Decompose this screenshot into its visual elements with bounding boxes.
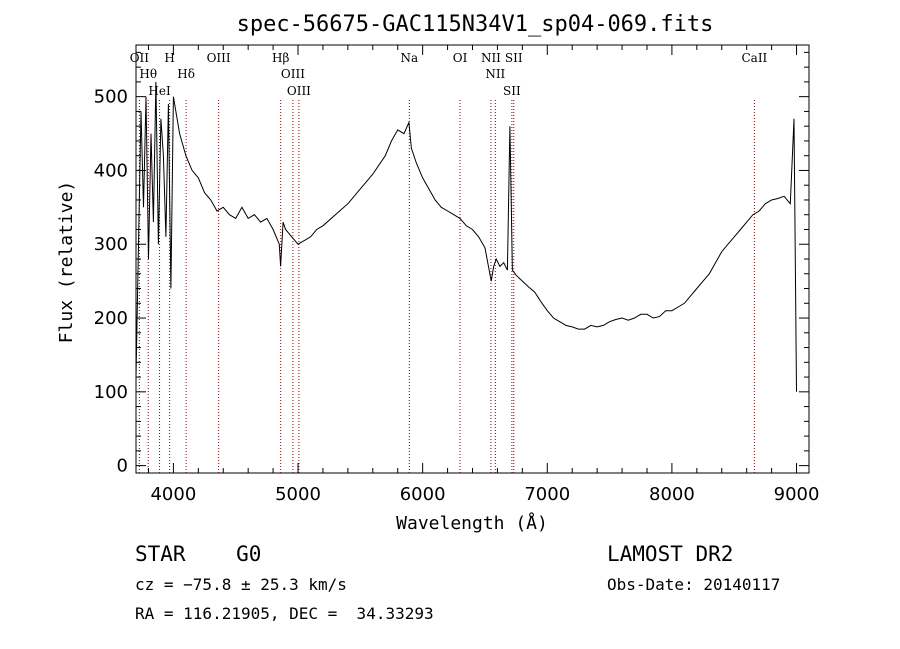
emission-line-label: NII (481, 51, 501, 65)
emission-line-label: OIII (287, 84, 311, 98)
x-tick-label: 8000 (649, 484, 695, 505)
y-axis-label: Flux (relative) (56, 181, 77, 344)
spectrum-series-line (135, 81, 797, 392)
emission-line-label: NII (485, 67, 505, 81)
emission-line-label: CaII (741, 51, 767, 65)
x-tick-label: 5000 (275, 484, 321, 505)
y-tick-label: 300 (94, 234, 128, 255)
emission-line-markers (138, 100, 755, 473)
x-axis-label: Wavelength (Å) (396, 512, 548, 534)
emission-line-label: SII (503, 84, 521, 98)
coordinates-text: RA = 116.21905, DEC = 34.33293 (135, 604, 434, 623)
emission-line-label: SII (505, 51, 523, 65)
y-tick-label: 0 (117, 456, 128, 477)
survey-text: LAMOST DR2 (607, 542, 733, 566)
emission-line-label: HeI (148, 84, 171, 98)
obs-date-text: Obs-Date: 20140117 (607, 575, 780, 594)
emission-line-label: OI (453, 51, 468, 65)
chart-title: spec-56675-GAC115N34V1_sp04-069.fits (237, 12, 714, 37)
x-axis-ticks: 4000 5000 6000 7000 8000 9000 (147, 45, 820, 505)
emission-line-label: OIII (281, 67, 305, 81)
x-tick-label: 4000 (150, 484, 196, 505)
classification-text: STAR G0 (135, 542, 261, 566)
emission-line-label: H (164, 51, 174, 65)
emission-line-label: OIII (207, 51, 231, 65)
emission-line-label: Hβ (272, 51, 289, 65)
x-tick-label: 7000 (524, 484, 570, 505)
y-tick-label: 200 (94, 308, 128, 329)
x-tick-label: 6000 (400, 484, 446, 505)
emission-line-label: Hδ (177, 67, 195, 81)
y-tick-label: 100 (94, 382, 128, 403)
redshift-text: cz = −75.8 ± 25.3 km/s (135, 575, 347, 594)
emission-line-label: Na (400, 51, 418, 65)
y-axis-ticks: 0 100 200 300 400 500 (94, 51, 809, 477)
y-tick-label: 400 (94, 160, 128, 181)
emission-line-label: OII (130, 51, 150, 65)
emission-line-label: Hθ (139, 67, 157, 81)
x-tick-label: 9000 (774, 484, 820, 505)
y-tick-label: 500 (94, 87, 128, 108)
